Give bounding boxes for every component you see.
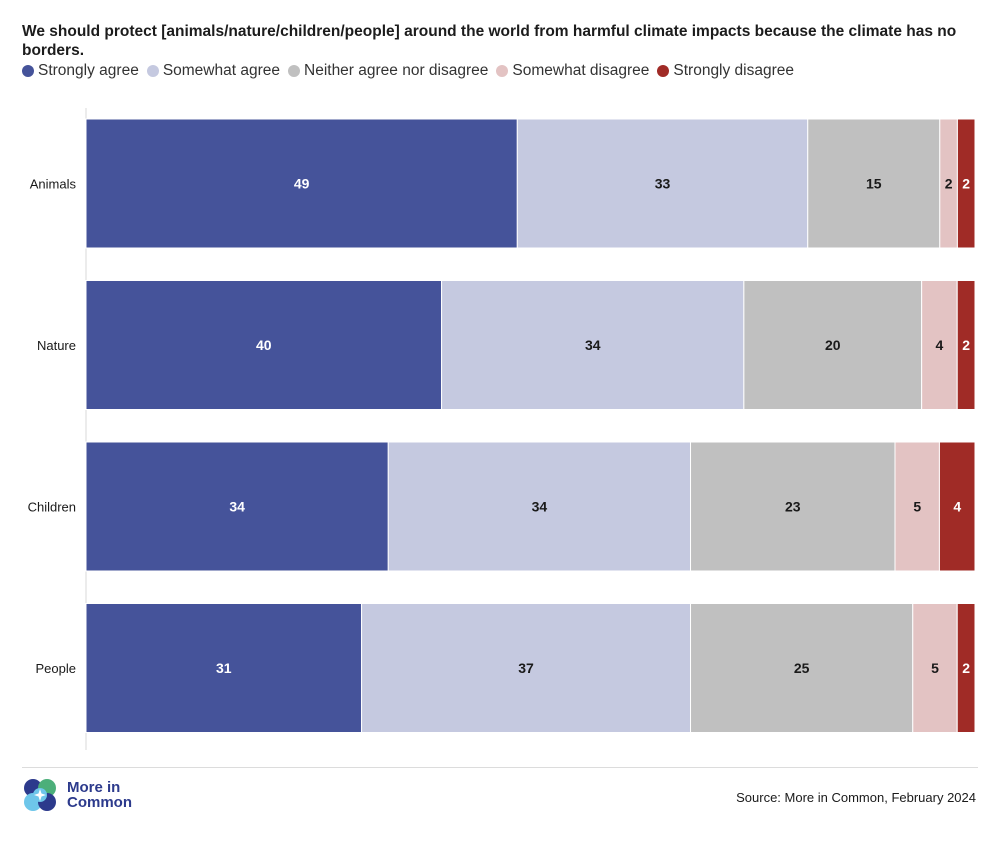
- bar-segment: [807, 118, 941, 249]
- legend-swatch: [657, 65, 670, 77]
- legend-item-strongly-agree: Strongly agree: [22, 62, 139, 80]
- bar-segment: [956, 603, 976, 733]
- legend-label: Neither agree nor disagree: [304, 62, 489, 79]
- data-label: 5: [913, 499, 921, 515]
- legend-label: Strongly agree: [38, 62, 139, 79]
- bar-segment: [441, 280, 745, 410]
- data-label: 40: [256, 337, 272, 353]
- data-label: 4: [936, 337, 944, 353]
- data-label: 2: [962, 337, 970, 353]
- bar-segment: [85, 280, 443, 410]
- bar-segment: [956, 118, 976, 249]
- legend-swatch: [496, 65, 509, 77]
- category-label: People: [36, 661, 76, 676]
- bar-segment: [956, 280, 976, 410]
- legend-item-somewhat-agree: Somewhat agree: [146, 62, 280, 80]
- bar-segment: [921, 280, 958, 410]
- data-label: 15: [866, 176, 882, 192]
- data-label: 23: [785, 499, 801, 515]
- more-in-common-logo-icon: [24, 779, 56, 811]
- bar-segment: [912, 603, 958, 733]
- data-label: 49: [294, 176, 310, 192]
- logo-line-1: More in: [67, 779, 121, 796]
- data-label: 34: [229, 499, 245, 515]
- bar-segment: [938, 441, 976, 572]
- source-note: Source: More in Common, February 2024: [736, 790, 976, 805]
- logo-line-2: Common: [67, 794, 132, 811]
- legend-swatch: [22, 65, 34, 77]
- legend-label: Somewhat agree: [162, 62, 280, 79]
- data-label: 33: [655, 176, 671, 192]
- legend-swatch: [288, 65, 300, 77]
- bar-segment: [85, 441, 389, 572]
- data-label: 5: [931, 660, 939, 676]
- category-label: Animals: [30, 177, 77, 192]
- legend-swatch: [146, 65, 159, 77]
- footer-divider: [22, 767, 978, 768]
- bar-segment: [690, 603, 914, 733]
- data-label: 34: [585, 337, 601, 353]
- bar-segment: [361, 603, 692, 733]
- bar-segment: [690, 441, 896, 572]
- data-label: 20: [825, 337, 841, 353]
- data-label: 34: [532, 499, 548, 515]
- legend-label: Strongly disagree: [673, 62, 795, 79]
- data-label: 2: [962, 660, 970, 676]
- data-label: 4: [953, 499, 961, 515]
- data-label: 31: [216, 660, 232, 676]
- logo: More in Common: [22, 777, 132, 813]
- legend: Strongly agree Somewhat agree Neither ag…: [22, 62, 802, 80]
- legend-label: Somewhat disagree: [512, 62, 650, 79]
- category-label: Nature: [37, 338, 76, 353]
- chart-title: We should protect [animals/nature/childr…: [22, 23, 957, 59]
- bar-segment: [85, 603, 363, 733]
- legend-item-somewhat-disagree: Somewhat disagree: [496, 62, 649, 80]
- logo-text: More in Common: [67, 780, 132, 810]
- category-label: Children: [28, 500, 76, 515]
- data-label: 37: [518, 660, 534, 676]
- bar-segment: [743, 280, 923, 410]
- data-label: 2: [962, 176, 970, 192]
- legend-item-neither: Neither agree nor disagree: [288, 62, 488, 80]
- data-label: 2: [945, 176, 953, 192]
- legend-item-strongly-disagree: Strongly disagree: [657, 62, 794, 80]
- data-label: 25: [794, 660, 810, 676]
